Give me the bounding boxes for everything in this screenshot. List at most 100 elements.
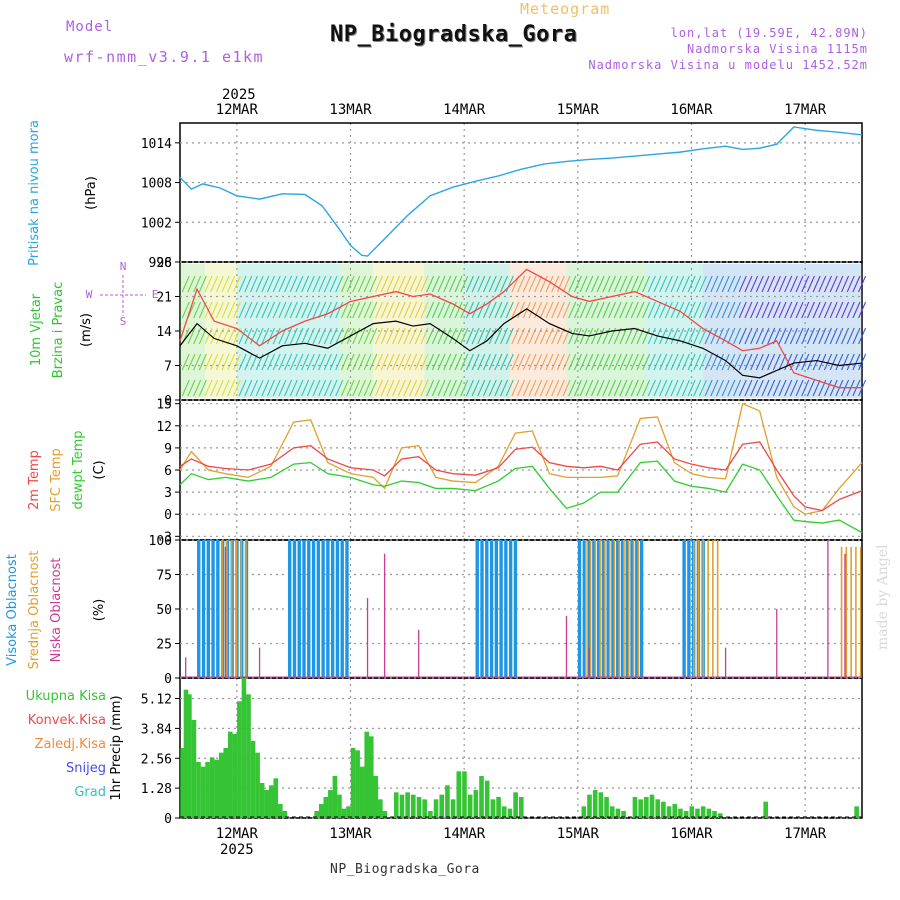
temp-axis-title-2m: 2m Temp (27, 450, 42, 510)
wind-barb (841, 301, 850, 319)
y-tick-label: 7 (164, 360, 172, 375)
wind-barb (477, 379, 486, 397)
wind-barb (187, 379, 196, 397)
wind-barb (522, 301, 531, 319)
wind-barb (431, 275, 440, 293)
wind-barb (534, 275, 543, 293)
y-tick-label: 1.28 (141, 782, 172, 797)
wind-barb (784, 327, 793, 345)
wind-barb (181, 301, 190, 319)
wind-barb (801, 301, 810, 319)
precip-bar (501, 806, 507, 818)
mid-cloud-bar (618, 540, 621, 678)
wind-barb (698, 327, 707, 345)
precip-bar (490, 799, 496, 818)
wind-barb (323, 275, 332, 293)
wind-barb (193, 379, 202, 397)
wind-barb (710, 327, 719, 345)
mid-cloud-bar (637, 540, 640, 678)
wind-barb (301, 275, 310, 293)
high-cloud-bar (639, 540, 644, 678)
wind-barb (681, 379, 690, 397)
high-cloud-bar (307, 540, 311, 678)
high-cloud-bar (489, 540, 494, 678)
wind-barb (465, 353, 474, 371)
wind-barb (755, 275, 764, 293)
wind-barb (698, 275, 707, 293)
wind-barb (716, 301, 725, 319)
coords-label: lon,lat (19.59E, 42.89N) (670, 26, 868, 40)
wind-barb (812, 275, 821, 293)
wind-barb (806, 327, 815, 345)
high-cloud-bar (513, 540, 518, 678)
mid-cloud-bar (716, 540, 719, 678)
wind-barb (630, 301, 639, 319)
mid-cloud-bar (693, 540, 695, 678)
precip-legend-3: Snijeg (66, 761, 106, 776)
wind-barb (488, 327, 497, 345)
wind-barb (227, 353, 236, 371)
wind-barb (380, 353, 389, 371)
wind-barb (687, 353, 696, 371)
mid-cloud-bar (240, 540, 242, 678)
wind-barb (437, 301, 446, 319)
wind-barb (647, 353, 656, 371)
precip-bar (399, 794, 405, 818)
wind-barb (653, 275, 662, 293)
wind-barb (579, 301, 588, 319)
wind-barb (249, 275, 258, 293)
wind-barb (369, 275, 378, 293)
wind-barb (670, 301, 679, 319)
compass-n: N (120, 260, 127, 273)
precip-bar (632, 797, 638, 818)
x-tick-label-bottom: 12MAR (216, 826, 259, 842)
wind-barb (420, 275, 429, 293)
precip-bar (332, 776, 338, 818)
wind-barb (306, 275, 315, 293)
wind-barb (710, 301, 719, 319)
wind-barb (806, 379, 815, 397)
wind-barb (426, 275, 435, 293)
high-cloud-bar (197, 540, 201, 678)
wind-barb (465, 379, 474, 397)
wind-barb (397, 327, 406, 345)
meteogram-label: Meteogram (520, 0, 611, 18)
high-cloud-bar (606, 540, 610, 678)
wind-barb (653, 379, 662, 397)
compass-e: E (152, 288, 159, 301)
mid-cloud-bar (850, 546, 852, 678)
wind-barb (750, 379, 759, 397)
wind-barb (585, 275, 594, 293)
wind-barb (261, 327, 270, 345)
mid-cloud-bar (712, 540, 714, 678)
wind-barb (477, 301, 486, 319)
wind-barb (681, 353, 690, 371)
wind-barb (642, 301, 651, 319)
precip-bar (615, 808, 621, 818)
wind-barb (352, 301, 361, 319)
wind-barb (693, 301, 702, 319)
temp-axis-unit: (C) (92, 460, 107, 479)
wind-barb (761, 327, 770, 345)
wind-barb (397, 275, 406, 293)
wind-barb (602, 301, 611, 319)
high-cloud-bar (587, 540, 591, 678)
wind-barb (318, 301, 327, 319)
precip-bar (314, 811, 319, 818)
model-label: Model (66, 19, 114, 35)
y-tick-label: 50 (156, 603, 172, 618)
wind-barb (238, 275, 247, 293)
wind-barb (664, 327, 673, 345)
wind-barb (750, 301, 759, 319)
wind-barb (380, 301, 389, 319)
precip-bar (462, 771, 467, 818)
wind-barb (346, 379, 355, 397)
precip-bar (439, 794, 445, 818)
wind-barb (505, 379, 514, 397)
wind-barb (261, 353, 270, 371)
wind-barb (806, 353, 815, 371)
wind-barb (812, 327, 821, 345)
wind-barbs (181, 275, 867, 397)
wind-barb (608, 301, 617, 319)
wind-barb (289, 301, 298, 319)
